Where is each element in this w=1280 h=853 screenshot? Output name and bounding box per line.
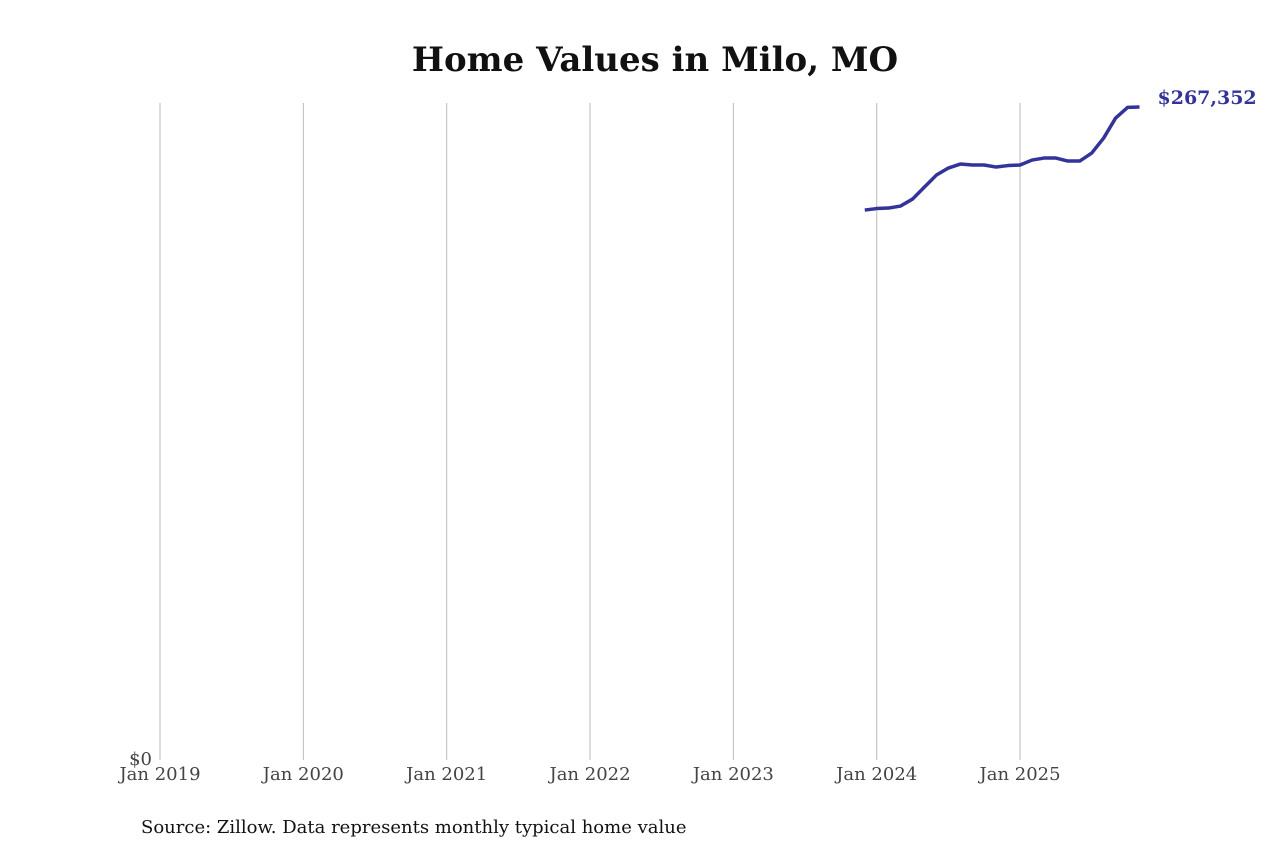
x-tick-label: Jan 2025 xyxy=(978,764,1061,785)
source-note: Source: Zillow. Data represents monthly … xyxy=(141,817,687,838)
y-tick-label: $0 xyxy=(129,749,152,770)
chart-title: Home Values in Milo, MO xyxy=(412,40,898,80)
x-tick-label: Jan 2024 xyxy=(834,764,917,785)
line xyxy=(864,105,1140,212)
x-tick-label: Jan 2019 xyxy=(117,764,200,785)
x-tick-label: Jan 2021 xyxy=(404,764,487,785)
x-tick-label: Jan 2022 xyxy=(547,764,630,785)
x-tick-label: Jan 2020 xyxy=(261,764,344,785)
value-label: $267,352 xyxy=(1158,87,1257,109)
x-tick-label: Jan 2023 xyxy=(691,764,774,785)
